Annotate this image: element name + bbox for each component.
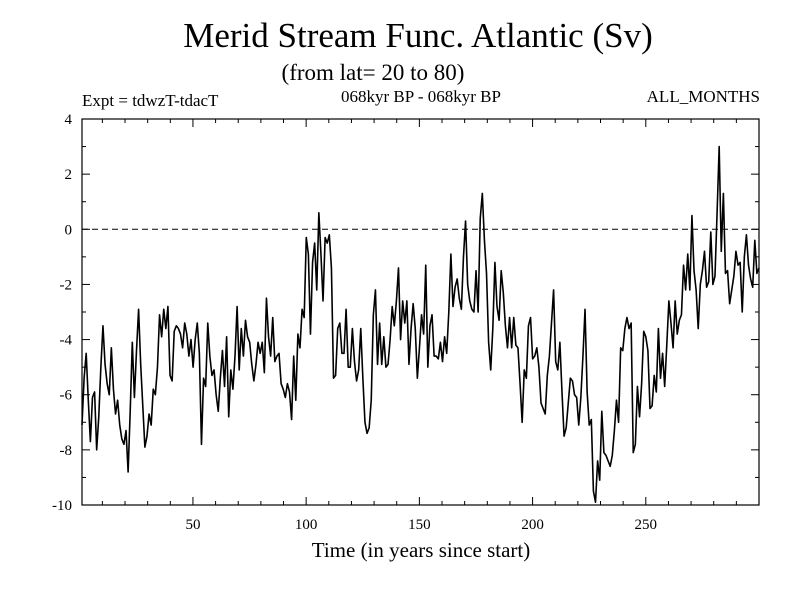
y-tick-label: -4	[60, 333, 73, 349]
y-tick-label: 2	[65, 167, 73, 183]
x-tick-label: 150	[408, 517, 431, 533]
plot-frame	[81, 118, 760, 506]
x-tick-label: 200	[521, 517, 544, 533]
experiment-label: Expt = tdwzT-tdacT	[82, 91, 219, 110]
x-tick-label: 50	[185, 517, 200, 533]
x-tick-label: 100	[295, 517, 318, 533]
period-label: 068kyr BP - 068kyr BP	[341, 87, 501, 106]
y-tick-label: 4	[65, 112, 73, 128]
y-tick-label: 0	[65, 222, 73, 238]
y-tick-label: -2	[60, 277, 73, 293]
chart-subtitle: (from lat= 20 to 80)	[281, 60, 465, 85]
x-axis: 50 100 150 200 250	[101, 119, 737, 533]
x-tick-label: 250	[635, 517, 658, 533]
y-tick-label: -10	[52, 498, 72, 514]
y-axis: 4 2 0 -2 -4 -6 -8 -10	[52, 112, 759, 514]
x-axis-label: Time (in years since start)	[311, 538, 531, 562]
series-line	[81, 145, 760, 504]
y-tick-label: -8	[60, 443, 73, 459]
chart-title: Merid Stream Func. Atlantic (Sv)	[183, 16, 653, 55]
y-tick-label: -6	[60, 388, 73, 404]
months-label: ALL_MONTHS	[646, 87, 760, 106]
